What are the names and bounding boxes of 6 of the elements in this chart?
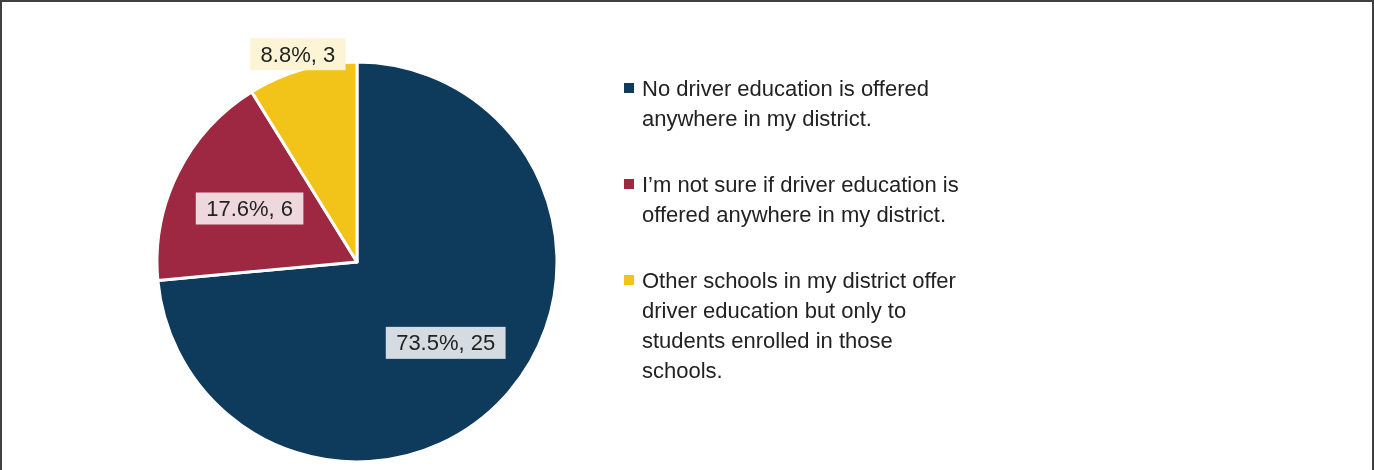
legend-label: Other schools in my district offer driver education but only to students enrolled in those schools. [642,267,956,383]
data-label: 8.8%, 3 [260,41,336,67]
data-label: 73.5%, 25 [396,330,496,356]
legend-label: I’m not sure if driver education is offered anywhere in my district. [642,171,959,227]
legend-label: No driver education is offered anywhere in my district. [642,75,929,131]
data-label: 17.6%, 6 [206,196,293,222]
